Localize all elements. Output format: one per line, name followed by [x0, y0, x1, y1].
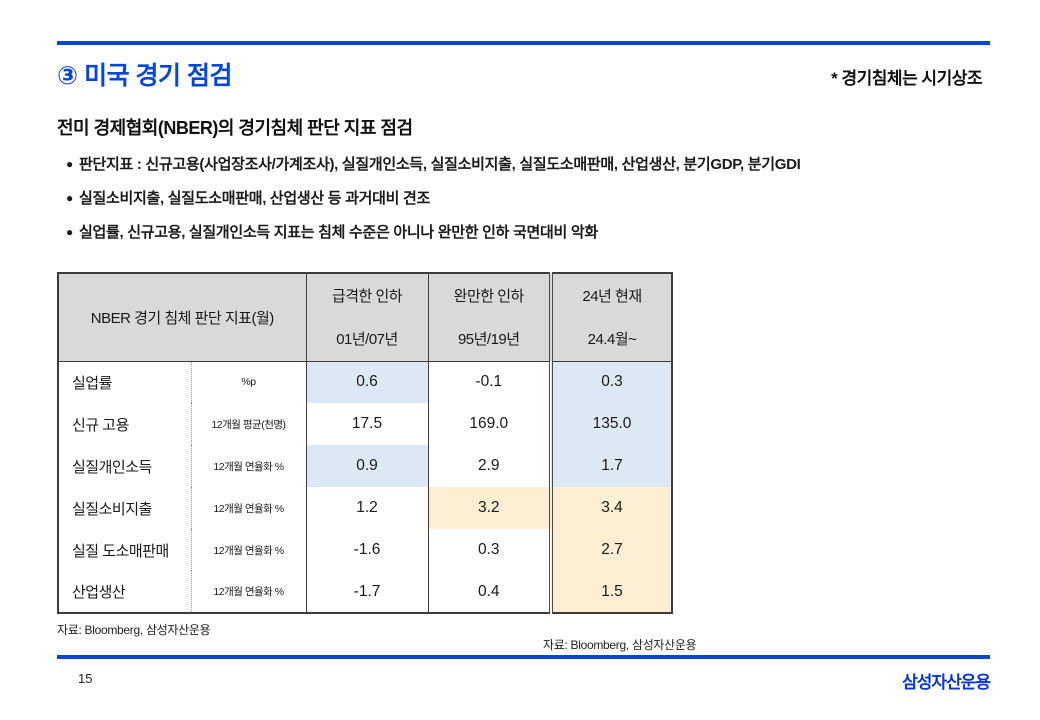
table-body: 실업률 %p 0.6 -0.1 0.3 신규 고용 12개월 평균(천명) 17.5 169.0… — [58, 361, 673, 613]
table-row: 실질개인소득 12개월 연율화 % 0.9 2.9 1.7 — [58, 445, 673, 487]
value-cell: 169.0 — [427, 403, 552, 445]
bullet-icon: ● — [66, 157, 73, 171]
table-header: NBER 경기 침체 판단 지표(월) 급격한 인하 01년/07년 완만한 인… — [58, 273, 673, 362]
source-note-right: 자료: Bloomberg, 삼성자산운용 — [543, 638, 697, 652]
table-row: 신규 고용 12개월 평균(천명) 17.5 169.0 135.0 — [58, 403, 673, 445]
bullet-icon: ● — [66, 225, 73, 239]
corner-header-label: NBER 경기 침체 판단 지표(월) — [90, 309, 275, 327]
indicator-unit-cell: 12개월 연율화 % — [191, 529, 307, 571]
column-header-current-2024: 24년 현재 24.4월~ — [549, 273, 673, 362]
value-cell: 0.4 — [427, 571, 552, 613]
bullet-list: ● 판단지표 : 신규고용(사업장조사/가계조사), 실질개인소득, 실질소비지출… — [66, 153, 801, 255]
value-cell: 0.3 — [549, 361, 673, 403]
value-cell: -1.7 — [305, 571, 429, 613]
title-annotation: * 경기침체는 시기상조 — [831, 69, 982, 88]
value-cell: 1.7 — [549, 445, 673, 487]
table-row: 실질소비지출 12개월 연율화 % 1.2 3.2 3.4 — [58, 487, 673, 529]
source-note-left: 자료: Bloomberg, 삼성자산운용 — [57, 623, 211, 637]
indicator-unit-cell: %p — [191, 361, 307, 403]
value-cell: 135.0 — [549, 403, 673, 445]
column-period: 24.4월~ — [587, 331, 637, 349]
bullet-item: ● 실업률, 신규고용, 실질개인소득 지표는 침체 수준은 아니나 완만한 인하… — [66, 221, 801, 242]
column-period: 01년/07년 — [336, 331, 398, 349]
bullet-text: 판단지표 : 신규고용(사업장조사/가계조사), 실질개인소득, 실질소비지출,… — [78, 156, 801, 173]
company-logo: 삼성자산운용 — [902, 673, 991, 692]
column-header-sharp-cut: 급격한 인하 01년/07년 — [305, 273, 429, 362]
table-row: 산업생산 12개월 연율화 % -1.7 0.4 1.5 — [58, 571, 673, 613]
value-cell: -1.6 — [305, 529, 429, 571]
table-row: 실질 도소매판매 12개월 연율화 % -1.6 0.3 2.7 — [58, 529, 673, 571]
indicator-unit-cell: 12개월 연율화 % — [191, 571, 307, 613]
column-label: 완만한 인하 — [453, 288, 525, 306]
bullet-icon: ● — [66, 191, 73, 205]
indicator-name-cell: 산업생산 — [58, 571, 192, 613]
top-divider-line — [57, 41, 990, 45]
value-cell: -0.1 — [427, 361, 552, 403]
value-cell: 1.2 — [305, 487, 429, 529]
bullet-text: 실질소비지출, 실질도소매판매, 산업생산 등 과거대비 견조 — [78, 190, 431, 207]
nber-indicator-table: NBER 경기 침체 판단 지표(월) 급격한 인하 01년/07년 완만한 인… — [57, 272, 674, 614]
table-corner-header: NBER 경기 침체 판단 지표(월) — [58, 273, 307, 362]
bullet-item: ● 실질소비지출, 실질도소매판매, 산업생산 등 과거대비 견조 — [66, 187, 801, 208]
indicator-unit-cell: 12개월 연율화 % — [191, 445, 307, 487]
value-cell: 0.9 — [305, 445, 429, 487]
indicator-name-cell: 실질 도소매판매 — [58, 529, 192, 571]
page-number: 15 — [78, 671, 93, 686]
value-cell: 2.9 — [427, 445, 552, 487]
page-title: ③ 미국 경기 점검 — [57, 62, 233, 90]
value-cell: 17.5 — [305, 403, 429, 445]
bullet-text: 실업률, 신규고용, 실질개인소득 지표는 침체 수준은 아니나 완만한 인하 … — [78, 224, 598, 241]
column-header-mild-cut: 완만한 인하 95년/19년 — [427, 273, 552, 362]
bottom-divider-line — [57, 655, 990, 659]
value-cell: 0.6 — [305, 361, 429, 403]
indicator-unit-cell: 12개월 평균(천명) — [191, 403, 307, 445]
column-period: 95년/19년 — [457, 331, 520, 349]
indicator-name-cell: 신규 고용 — [58, 403, 192, 445]
indicator-unit-cell: 12개월 연율화 % — [191, 487, 307, 529]
value-cell: 2.7 — [549, 529, 673, 571]
indicator-name-cell: 실업률 — [58, 361, 192, 403]
value-cell: 3.2 — [427, 487, 552, 529]
section-subtitle: 전미 경제협회(NBER)의 경기침체 판단 지표 점검 — [57, 118, 413, 138]
indicator-name-cell: 실질소비지출 — [58, 487, 192, 529]
bullet-item: ● 판단지표 : 신규고용(사업장조사/가계조사), 실질개인소득, 실질소비지출… — [66, 153, 801, 174]
value-cell: 0.3 — [427, 529, 552, 571]
table-row: 실업률 %p 0.6 -0.1 0.3 — [58, 361, 673, 403]
value-cell: 3.4 — [549, 487, 673, 529]
value-cell: 1.5 — [549, 571, 673, 613]
column-label: 급격한 인하 — [331, 288, 403, 306]
indicator-name-cell: 실질개인소득 — [58, 445, 192, 487]
column-label: 24년 현재 — [582, 288, 642, 306]
